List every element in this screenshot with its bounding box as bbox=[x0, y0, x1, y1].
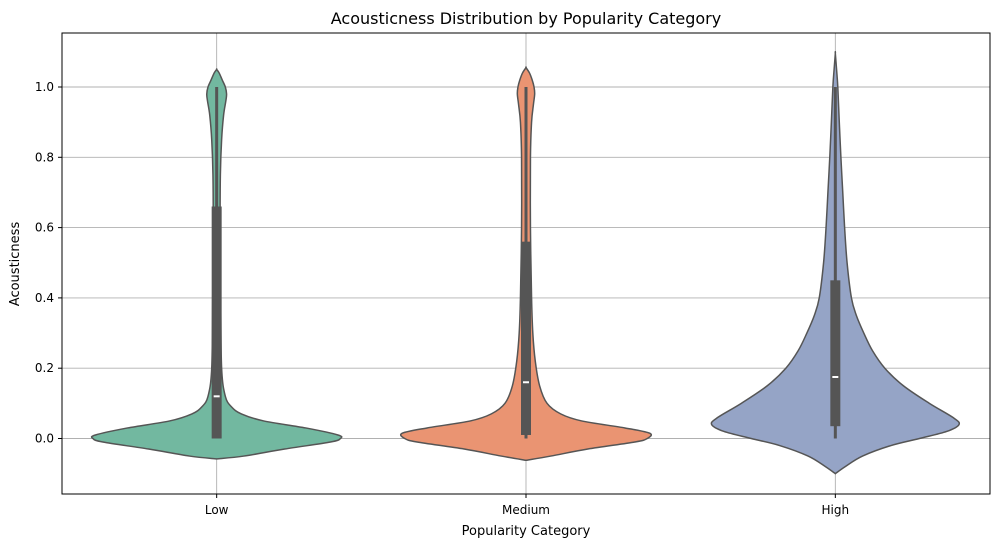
y-axis-label: Acousticness bbox=[8, 222, 23, 307]
chart-title: Acousticness Distribution by Popularity … bbox=[331, 9, 721, 28]
y-tick-label: 1.0 bbox=[35, 80, 54, 94]
x-tick-label: High bbox=[822, 503, 850, 517]
iqr-box-low bbox=[211, 206, 222, 439]
y-tick-label: 0.8 bbox=[35, 150, 54, 164]
x-tick-label: Medium bbox=[502, 503, 550, 517]
axes: 0.0 0.2 0.4 0.6 0.8 1.0 Low Medium High bbox=[35, 32, 991, 517]
iqr-box-medium bbox=[521, 241, 531, 435]
iqr-box-high bbox=[830, 280, 841, 427]
y-tick-label: 0.4 bbox=[35, 291, 54, 305]
y-tick-label: 0.2 bbox=[35, 361, 54, 375]
y-tick-label: 0.0 bbox=[35, 432, 54, 446]
violins bbox=[90, 50, 961, 475]
y-tick-label: 0.6 bbox=[35, 221, 54, 235]
x-axis-label: Popularity Category bbox=[462, 524, 591, 539]
x-tick-label: Low bbox=[205, 503, 229, 517]
